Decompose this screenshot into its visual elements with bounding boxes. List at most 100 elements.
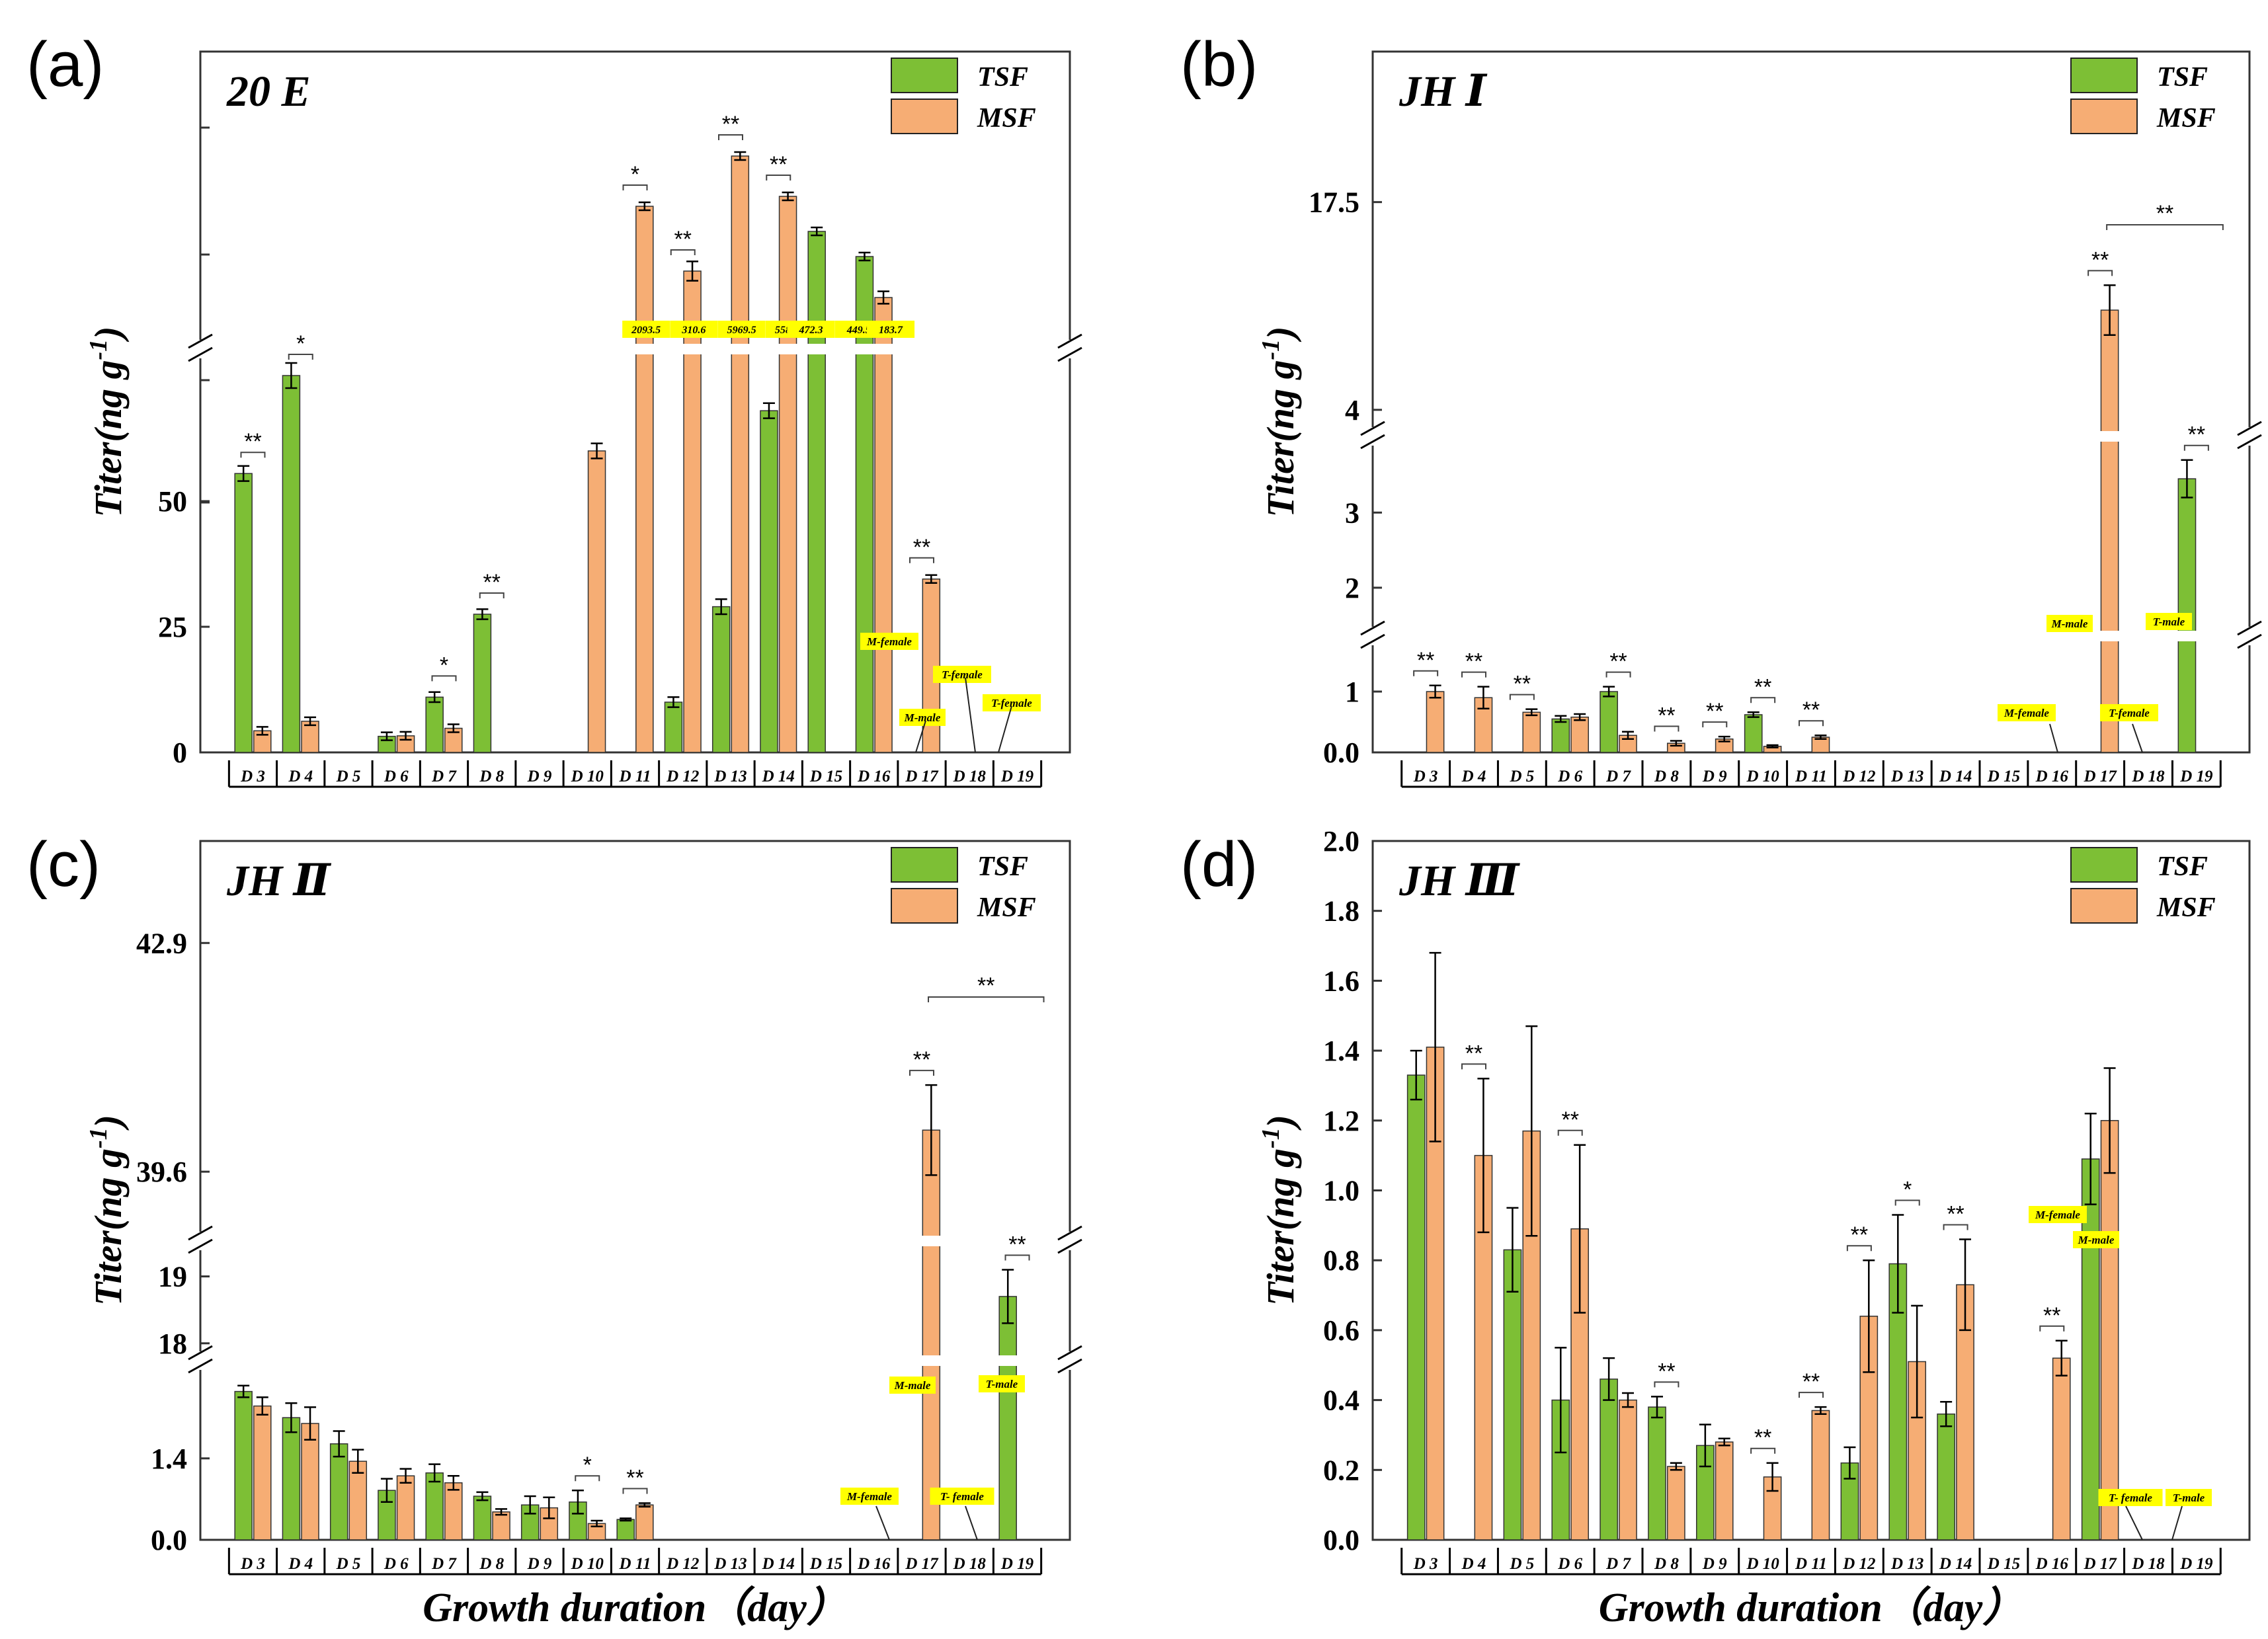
significance-mark: ** [2043, 1303, 2060, 1328]
category-label: D 4 [1461, 768, 1486, 785]
significance-mark: ** [1658, 1359, 1675, 1384]
y-tick-label: 18 [158, 1328, 187, 1360]
category-label: D 7 [431, 1555, 457, 1573]
significance-bracket [909, 1070, 935, 1076]
annotation-tag-bg [2073, 1231, 2119, 1248]
category-label: D 16 [2035, 768, 2069, 785]
y-axis-label-sup: -1 [85, 1127, 112, 1148]
panel-a: (a) 20 E TSF MSF 0 25 50 D 3 D 4 D 5 D 6 D 7 D 8 D 9 D… [26, 29, 1082, 788]
bar-msf [1666, 1466, 1685, 1540]
annotation-tag: T-female [942, 668, 983, 681]
category-label: D 11 [619, 1555, 651, 1573]
legend-swatch-msf [891, 99, 958, 134]
bar-tsf [282, 1417, 301, 1540]
bar-tsf [425, 696, 444, 753]
annotation-tag: T-male [2153, 616, 2185, 628]
annotation-tag-bg [840, 1488, 899, 1505]
category-label: D 16 [857, 1555, 891, 1573]
significance-mark: ** [977, 973, 994, 998]
category-label: D 3 [1413, 1555, 1438, 1573]
significance-bracket [575, 1475, 600, 1482]
axis-break-mark [188, 333, 213, 349]
legend-swatch-msf [2070, 99, 2138, 134]
category-label: D 14 [1939, 1555, 1972, 1573]
category-label: D 9 [527, 768, 552, 785]
annotation-tag: M-female [846, 1490, 892, 1503]
bar-tsf [616, 1519, 635, 1540]
y-axis-label-main: Titer(ng g [1259, 1148, 1302, 1306]
significance-bracket [718, 134, 744, 140]
y-tick-label: 0.0 [151, 1524, 187, 1556]
bar-tsf [1600, 1379, 1619, 1540]
legend-label-msf: MSF [2156, 893, 2216, 923]
bar-tsf [1503, 1249, 1522, 1540]
annotation-pointer [2125, 1505, 2143, 1540]
value-label-bg [787, 321, 835, 338]
value-label: 472.3 [798, 325, 823, 336]
category-label: D 19 [1000, 1555, 1034, 1573]
value-label-bg [670, 321, 718, 338]
legend-swatch-tsf [891, 58, 958, 93]
significance-bracket [240, 452, 266, 458]
bar-break [854, 344, 875, 354]
category-label: D 17 [2083, 768, 2117, 785]
category-label: D 7 [1605, 1555, 1631, 1573]
category-label: D 15 [1987, 1555, 2020, 1573]
significance-mark: ** [913, 1047, 930, 1072]
annotation-pointer [915, 720, 926, 753]
x-axis-label: Growth duration（day） [1599, 1585, 2024, 1630]
category-label: D 5 [1509, 768, 1534, 785]
axis-break-mark [188, 1238, 213, 1254]
bar-msf [635, 206, 654, 753]
bar-break [921, 1236, 942, 1246]
significance-bracket [1654, 1381, 1680, 1388]
category-label: D 17 [905, 768, 939, 785]
annotation-tag: T-female [991, 697, 1032, 709]
bar-msf [778, 196, 797, 753]
y-axis-label-close: ) [1259, 327, 1302, 342]
bar-tsf [473, 1496, 492, 1540]
axis-break-mark [1057, 333, 1082, 349]
legend-swatch-tsf [2070, 58, 2138, 93]
category-label: D 8 [479, 768, 504, 785]
significance-mark: ** [1802, 1369, 1820, 1394]
legend-label-msf: MSF [977, 893, 1036, 923]
significance-bracket [1943, 1224, 1968, 1230]
bar-break [998, 1355, 1018, 1366]
category-label: D 15 [1987, 768, 2020, 785]
category-label: D 4 [288, 768, 313, 785]
significance-bracket [1461, 1063, 1486, 1070]
category-label: D 16 [2035, 1555, 2069, 1573]
bar-tsf [1600, 691, 1619, 753]
chart-title: JH Ⅱ [226, 857, 332, 905]
significance-mark: * [1903, 1177, 1912, 1202]
significance-mark: ** [722, 112, 739, 137]
annotation-pointer [2171, 1505, 2183, 1540]
legend-label-tsf: TSF [977, 852, 1028, 882]
bar-tsf [664, 701, 683, 753]
chart-title: JH Ⅲ [1398, 857, 1521, 905]
bar-msf [1522, 711, 1541, 753]
annotation-tag: M-female [2035, 1209, 2080, 1221]
y-tick-label: 50 [158, 485, 187, 518]
annotation-tag: T- female [940, 1490, 984, 1503]
annotation-tag: T-male [986, 1378, 1018, 1390]
bar-break [2177, 631, 2197, 641]
category-label: D 10 [1746, 768, 1779, 785]
significance-mark: ** [2156, 201, 2173, 226]
bar-break [921, 1355, 942, 1366]
category-label: D 10 [571, 768, 604, 785]
annotation-tag-bg [983, 694, 1041, 711]
category-label: D 14 [762, 1555, 795, 1573]
panel-b: (b) JH Ⅰ TSF MSF 0.0 1 2 3 4 17.5 D 3 D 4 D 5 D 6 D 7 D… [1180, 29, 2262, 788]
value-label-bg [867, 321, 915, 338]
category-label: D 13 [713, 1555, 747, 1573]
y-axis-label-sup: -1 [85, 339, 112, 360]
bar-msf [1570, 716, 1590, 753]
plot-frame [199, 50, 1071, 754]
significance-bracket [1509, 694, 1535, 700]
significance-mark: ** [770, 152, 787, 177]
significance-bracket [622, 1488, 648, 1494]
legend-label-tsf: TSF [2157, 852, 2208, 882]
significance-bracket [909, 557, 935, 563]
